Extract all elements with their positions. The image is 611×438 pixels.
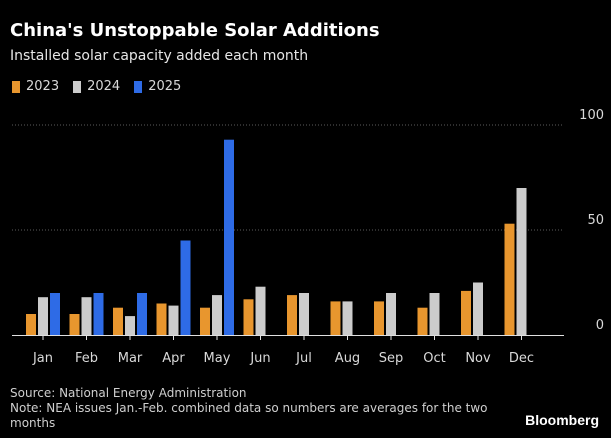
bar-2023-aug	[330, 301, 341, 335]
x-tick-label-sep: Sep	[379, 351, 404, 366]
bar-2023-mar	[113, 307, 123, 335]
legend-label-2024: 2024	[87, 79, 121, 94]
bar-2023-nov	[461, 290, 471, 335]
bar-2025-mar	[137, 293, 147, 335]
bar-2023-jan	[26, 314, 36, 335]
bar-2023-sep	[374, 301, 384, 335]
bar-2023-oct	[417, 307, 428, 335]
bar-2023-feb	[69, 314, 80, 335]
x-tick-label-apr: Apr	[162, 351, 185, 366]
bar-2023-apr	[156, 303, 167, 335]
y-tick-label-0: 0	[596, 318, 604, 333]
bar-2024-oct	[429, 293, 440, 335]
methodology-note: Note: NEA issues Jan.-Feb. combined data…	[10, 401, 488, 430]
legend-label-2023: 2023	[26, 79, 60, 94]
bar-2024-aug	[342, 301, 353, 335]
legend-swatch-2023	[12, 80, 20, 93]
bar-2023-dec	[504, 223, 515, 335]
source-note: Source: National Energy Administration	[10, 386, 247, 400]
legend-item-2025: 2025	[134, 79, 181, 94]
x-tick-label-jan: Jan	[32, 351, 53, 366]
bar-2024-sep	[386, 293, 396, 335]
bar-2024-feb	[81, 297, 92, 335]
bar-2024-jun	[255, 286, 266, 335]
x-tick-label-jun: Jun	[249, 351, 270, 366]
x-tick-label-may: May	[204, 351, 231, 366]
legend-swatch-2024	[73, 80, 82, 93]
x-tick-label-aug: Aug	[335, 351, 360, 366]
x-tick-label-oct: Oct	[423, 351, 445, 366]
bar-2024-dec	[516, 188, 527, 335]
legend-label-2025: 2025	[148, 79, 182, 94]
chart-subtitle: Installed solar capacity added each mont…	[10, 48, 309, 64]
bar-2024-apr	[168, 305, 179, 335]
bar-2023-jun	[243, 299, 254, 335]
legend: 2023 2024 2025	[12, 79, 195, 94]
x-tick-label-mar: Mar	[118, 351, 143, 366]
bar-2024-nov	[473, 282, 483, 335]
bar-2023-jul	[287, 295, 297, 335]
bar-2024-jul	[299, 293, 309, 335]
bar-2024-mar	[125, 316, 135, 335]
bar-2025-jan	[50, 293, 60, 335]
chart-footer: Source: National Energy Administration N…	[10, 386, 490, 431]
chart-title: China's Unstoppable Solar Additions	[10, 20, 380, 41]
legend-item-2024: 2024	[73, 79, 120, 94]
bar-2023-may	[200, 307, 210, 335]
y-tick-label-50: 50	[587, 213, 604, 228]
bar-2025-may	[224, 139, 234, 335]
bar-2025-apr	[180, 240, 191, 335]
x-tick-label-nov: Nov	[465, 351, 491, 366]
bar-2024-may	[212, 295, 222, 335]
x-tick-label-jul: Jul	[295, 351, 312, 366]
legend-swatch-2025	[134, 80, 143, 93]
y-tick-label-100: 100	[579, 108, 604, 123]
bar-2024-jan	[38, 297, 48, 335]
bloomberg-logo: Bloomberg	[525, 412, 599, 428]
x-tick-label-dec: Dec	[509, 351, 534, 366]
x-tick-label-feb: Feb	[75, 351, 98, 366]
bar-2025-feb	[93, 293, 104, 335]
legend-item-2023: 2023	[12, 79, 59, 94]
